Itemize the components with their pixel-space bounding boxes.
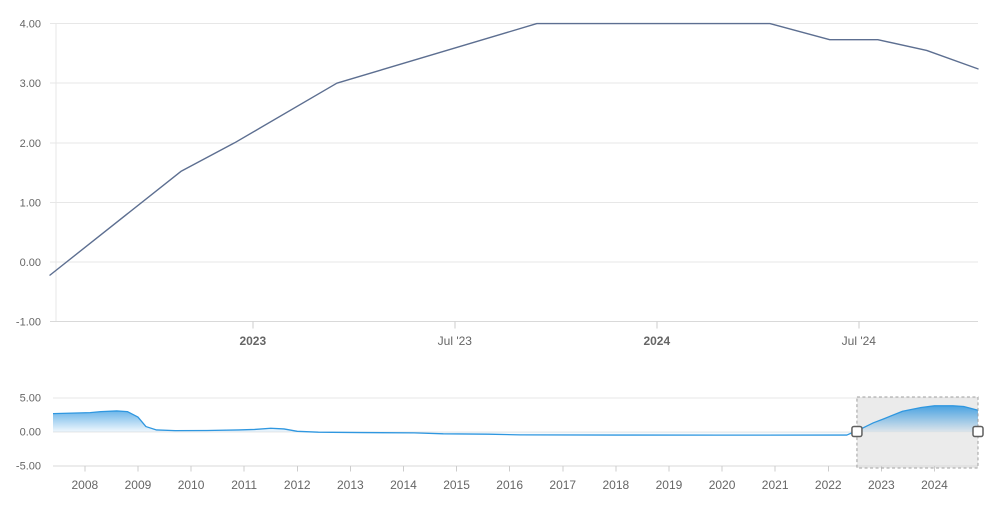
navigator-x-tick-label: 2018 (603, 478, 630, 492)
main-x-tick-label: 2024 (643, 334, 670, 348)
navigator-x-axis: 2008 2009 2010 2011 2012 2013 2014 2015 2016 2017… (53, 465, 978, 492)
navigator-x-tick-label: 2010 (178, 478, 205, 492)
navigator-x-tick-label: 2022 (815, 478, 842, 492)
navigator-x-tick-label: 2021 (762, 478, 789, 492)
navigator-x-tick-label: 2008 (72, 478, 99, 492)
navigator-series-path (52, 405, 979, 436)
navigator-handle-right[interactable] (972, 425, 984, 438)
navigator-x-tick-label: 2017 (549, 478, 576, 492)
navigator-y-tick-label: 5.00 (20, 393, 41, 405)
main-y-axis-labels: 4.00 3.00 2.00 1.00 0.00 -1.00 (16, 19, 41, 329)
navigator-handles[interactable] (851, 425, 984, 438)
navigator-x-tick-label: 2020 (709, 478, 736, 492)
navigator-x-tick-label: 2013 (337, 478, 364, 492)
navigator-x-tick-label: 2016 (496, 478, 523, 492)
main-x-tick-label: Jul '23 (438, 334, 473, 348)
navigator-y-tick-label: -5.00 (16, 461, 41, 473)
main-x-axis: 2023 Jul '23 2024 Jul '24 (50, 321, 978, 348)
navigator-y-axis-labels: 5.00 0.00 -5.00 (16, 393, 41, 473)
navigator-x-tick-label: 2014 (390, 478, 417, 492)
main-y-tick-label: 4.00 (20, 19, 41, 31)
navigator-x-tick-label: 2024 (921, 478, 948, 492)
main-y-tick-label: 1.00 (20, 197, 41, 209)
main-plot-area[interactable] (50, 10, 978, 322)
navigator-y-tick-label: 0.00 (20, 427, 41, 439)
navigator-x-tick-label: 2015 (443, 478, 470, 492)
main-x-tick-label: Jul '24 (842, 334, 877, 348)
main-series-path (49, 22, 979, 276)
main-y-tick-label: 0.00 (20, 257, 41, 269)
main-y-tick-label: -1.00 (16, 317, 41, 329)
navigator-x-tick-label: 2009 (125, 478, 152, 492)
navigator-x-tick-label: 2023 (868, 478, 895, 492)
main-y-tick-label: 2.00 (20, 138, 41, 150)
navigator-x-tick-label: 2012 (284, 478, 311, 492)
navigator-series-area (52, 405, 979, 436)
navigator-x-tick-label: 2019 (656, 478, 683, 492)
navigator-x-tick-label: 2011 (231, 478, 257, 492)
main-x-tick-label: 2023 (239, 334, 266, 348)
navigator-handle-left[interactable] (851, 425, 863, 438)
main-series-line (49, 22, 979, 276)
main-y-tick-label: 3.00 (20, 78, 41, 90)
